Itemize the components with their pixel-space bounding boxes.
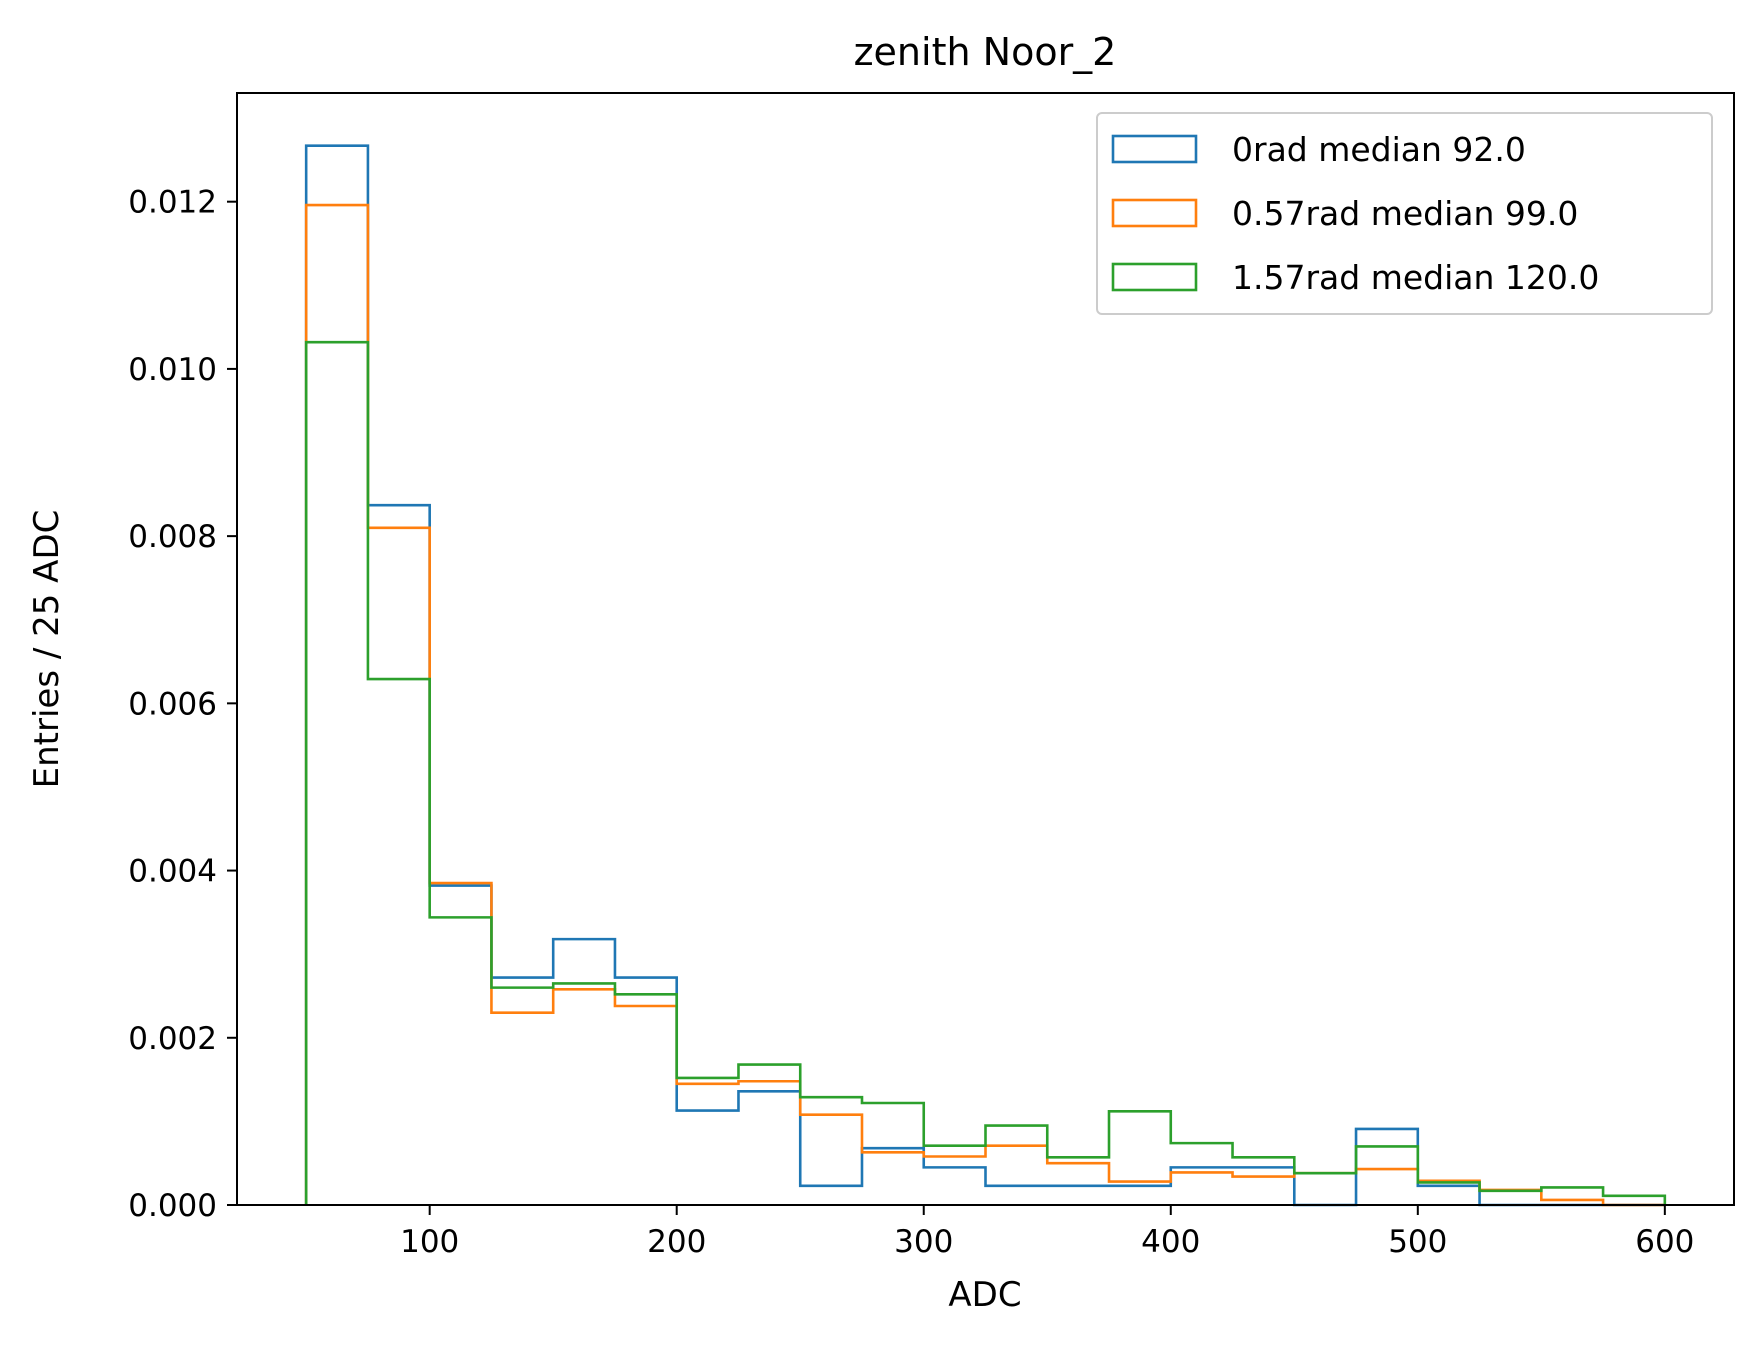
plot-frame [236, 92, 1735, 1206]
legend-swatch [1111, 262, 1198, 292]
legend-swatch [1111, 134, 1198, 164]
legend: 0rad median 92.0 0.57rad median 99.0 1.57r… [1096, 112, 1713, 315]
x-tick-label: 600 [1635, 1224, 1694, 1260]
x-tick-label: 100 [400, 1224, 459, 1260]
y-axis-label: Entries / 25 ADC [27, 510, 67, 789]
legend-entries: 0rad median 92.0 0.57rad median 99.0 1.57r… [1111, 130, 1599, 297]
legend-label: 1.57rad median 120.0 [1232, 258, 1599, 297]
y-tick-label: 0.000 [128, 1188, 217, 1224]
x-tick-label: 300 [894, 1224, 953, 1260]
chart-title: zenith Noor_2 [854, 30, 1117, 74]
series-layer [304, 144, 1667, 1207]
y-tick-label: 0.010 [128, 352, 217, 388]
x-axis-ticks: 100 200 300 400 500 600 [400, 1205, 1694, 1260]
x-tick-label: 500 [1388, 1224, 1447, 1260]
y-tick-label: 0.008 [128, 519, 217, 555]
histogram-series-2 [304, 340, 1667, 1205]
legend-label: 0rad median 92.0 [1232, 130, 1526, 169]
x-tick-label: 200 [647, 1224, 706, 1260]
y-tick-label: 0.012 [128, 185, 217, 221]
y-tick-label: 0.006 [128, 686, 217, 722]
legend-frame [1096, 112, 1713, 315]
y-axis-ticks: 0.000 0.002 0.004 0.006 0.008 0.010 0.012 [128, 185, 237, 1224]
x-axis-label: ADC [948, 1275, 1021, 1315]
y-tick-label: 0.002 [128, 1021, 217, 1057]
x-tick-label: 400 [1141, 1224, 1200, 1260]
legend-label: 0.57rad median 99.0 [1232, 194, 1578, 233]
legend-swatch [1111, 198, 1198, 228]
y-tick-label: 0.004 [128, 854, 217, 890]
